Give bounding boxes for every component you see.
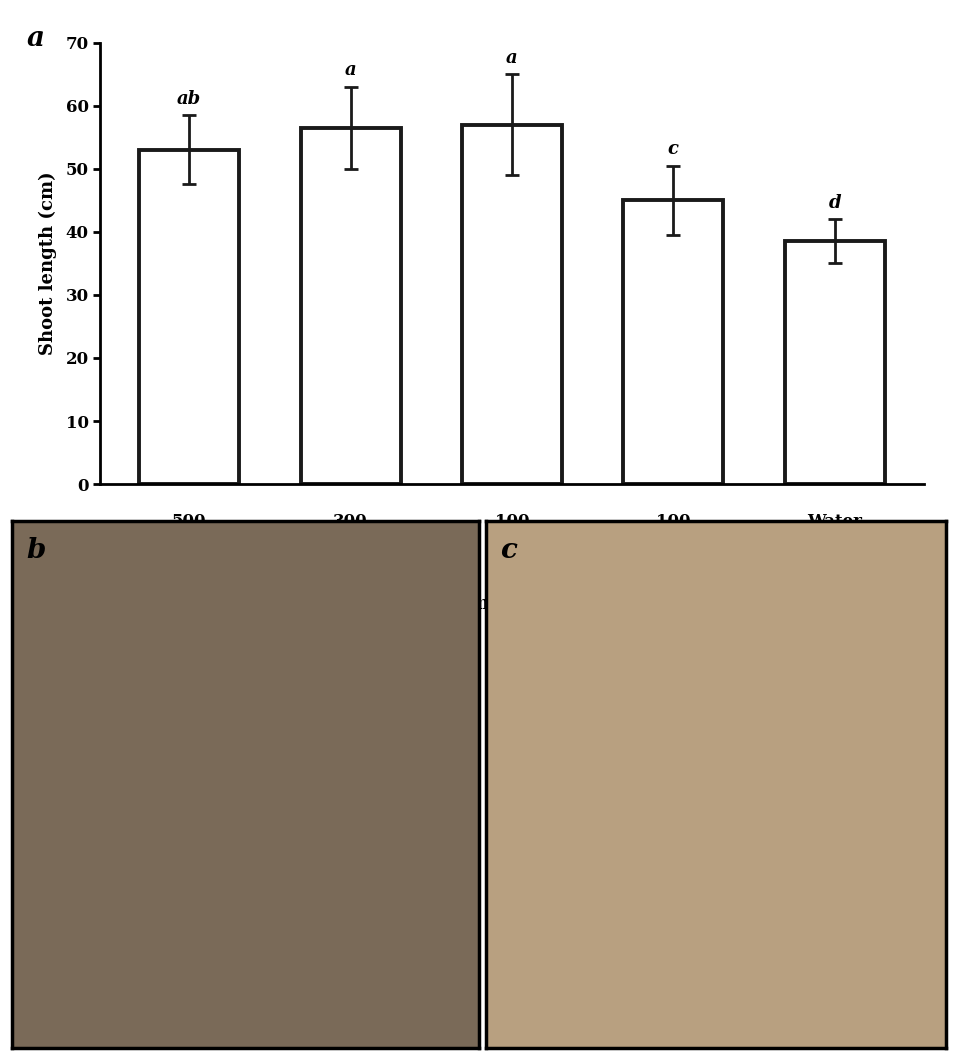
Text: Treatments (mg/L): Treatments (mg/L) <box>417 595 607 613</box>
Text: a: a <box>27 24 44 52</box>
Text: a: a <box>345 61 356 79</box>
Text: c: c <box>668 140 679 157</box>
Text: ab: ab <box>177 89 201 107</box>
Bar <box>139 150 239 484</box>
Text: Water: Water <box>808 513 862 530</box>
Bar <box>785 242 885 484</box>
Text: a: a <box>506 49 518 67</box>
Text: 100: 100 <box>657 513 691 530</box>
Text: 100: 100 <box>495 513 529 530</box>
Text: b: b <box>27 537 46 564</box>
Text: d: d <box>829 194 841 212</box>
Bar <box>462 124 562 484</box>
Y-axis label: Shoot length (cm): Shoot length (cm) <box>39 171 57 355</box>
Text: Control: Control <box>800 547 870 564</box>
Text: 300: 300 <box>333 513 367 530</box>
Bar <box>300 128 401 484</box>
Text: IONP's: IONP's <box>319 547 383 564</box>
Bar <box>623 200 723 484</box>
Text: c: c <box>500 537 517 564</box>
Text: 500: 500 <box>172 513 207 530</box>
Text: FeCl3: FeCl3 <box>647 547 700 564</box>
